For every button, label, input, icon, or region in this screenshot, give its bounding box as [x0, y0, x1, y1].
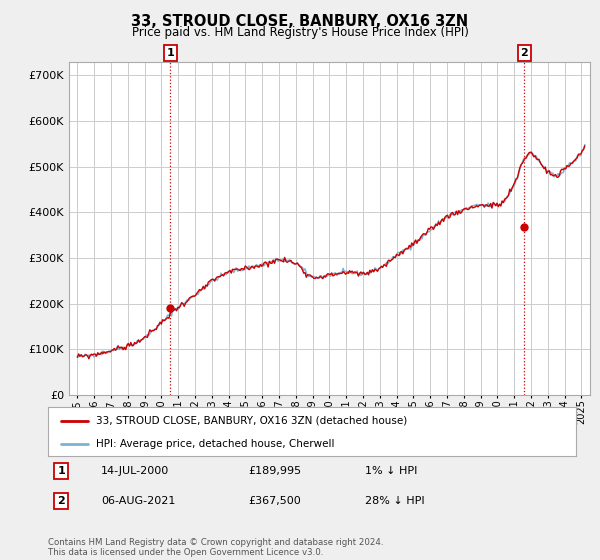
Text: 2: 2 [520, 48, 528, 58]
Text: 1: 1 [58, 466, 65, 476]
Text: HPI: Average price, detached house, Cherwell: HPI: Average price, detached house, Cher… [95, 439, 334, 449]
Text: 28% ↓ HPI: 28% ↓ HPI [365, 496, 424, 506]
Text: £189,995: £189,995 [248, 466, 302, 476]
Text: 33, STROUD CLOSE, BANBURY, OX16 3ZN (detached house): 33, STROUD CLOSE, BANBURY, OX16 3ZN (det… [95, 416, 407, 426]
Text: 2: 2 [58, 496, 65, 506]
Text: 06-AUG-2021: 06-AUG-2021 [101, 496, 175, 506]
Text: £367,500: £367,500 [248, 496, 301, 506]
Text: 33, STROUD CLOSE, BANBURY, OX16 3ZN: 33, STROUD CLOSE, BANBURY, OX16 3ZN [131, 14, 469, 29]
Text: Price paid vs. HM Land Registry's House Price Index (HPI): Price paid vs. HM Land Registry's House … [131, 26, 469, 39]
Text: 14-JUL-2000: 14-JUL-2000 [101, 466, 169, 476]
Text: 1% ↓ HPI: 1% ↓ HPI [365, 466, 417, 476]
Text: Contains HM Land Registry data © Crown copyright and database right 2024.
This d: Contains HM Land Registry data © Crown c… [48, 538, 383, 557]
Text: 1: 1 [167, 48, 175, 58]
